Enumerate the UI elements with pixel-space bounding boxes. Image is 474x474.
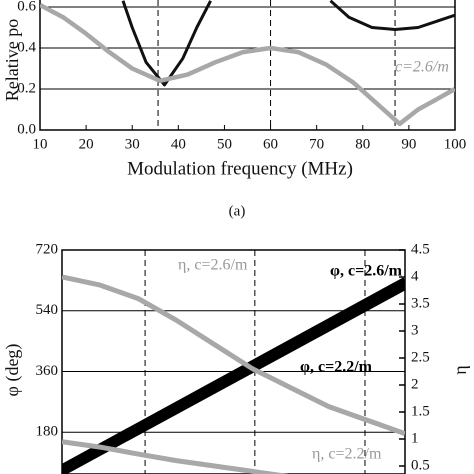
x-tick-label: 90 bbox=[401, 136, 416, 152]
series-line bbox=[62, 439, 289, 474]
x-tick-label: 20 bbox=[79, 136, 94, 152]
x-tick-label: 10 bbox=[33, 136, 48, 152]
y-tick-label: 0.0 bbox=[17, 121, 36, 137]
x-tick-label: 100 bbox=[444, 136, 467, 152]
series-line bbox=[62, 277, 405, 471]
y-tick-label: 720 bbox=[36, 241, 59, 257]
x-tick-label: 30 bbox=[125, 136, 140, 152]
series-group bbox=[62, 274, 405, 474]
y2-axis-label: η bbox=[450, 365, 470, 374]
y2-tick-label: 2 bbox=[411, 376, 419, 392]
x-tick-label: 50 bbox=[217, 136, 232, 152]
y2-tick-label: 4.5 bbox=[411, 241, 430, 257]
y2-tick-label: 1.5 bbox=[411, 403, 430, 419]
series-group bbox=[40, 0, 455, 127]
y-axis-label: φ (deg) bbox=[2, 344, 23, 397]
series-line bbox=[62, 274, 405, 436]
plot-frame bbox=[39, 0, 456, 131]
y-tick-label: 360 bbox=[36, 363, 59, 379]
y2-tick-label: 1 bbox=[411, 430, 419, 446]
series-line bbox=[62, 283, 405, 474]
y-axis-label: Relative po bbox=[2, 19, 22, 101]
series-label: φ, c=2.2/m bbox=[300, 359, 373, 376]
y-tick-label: 0.4 bbox=[17, 39, 36, 55]
y-tick-label: 180 bbox=[36, 424, 59, 440]
series-label: φ, c=2.6/m bbox=[330, 263, 403, 280]
y2-tick-label: 3.5 bbox=[411, 295, 430, 311]
y2-tick-label: 4 bbox=[411, 268, 419, 284]
y2-tick-label: 3 bbox=[411, 322, 419, 338]
y2-tick-label: 2.5 bbox=[411, 349, 430, 365]
y-tick-label: 0.2 bbox=[17, 80, 36, 96]
y-tick-label: 540 bbox=[36, 302, 59, 318]
series-line bbox=[40, 3, 455, 127]
x-tick-label: 60 bbox=[263, 136, 278, 152]
series-label: η, c=2.6/m bbox=[178, 257, 248, 274]
y-tick-label: 0.6 bbox=[17, 0, 36, 14]
series-line bbox=[121, 0, 455, 87]
x-axis-label: Modulation frequency (MHz) bbox=[127, 158, 353, 179]
x-tick-label: 40 bbox=[171, 136, 186, 152]
series-label: η, c=2.2/m bbox=[312, 446, 382, 463]
y2-tick-label: 0.5 bbox=[411, 457, 430, 473]
annotation: c=2.6/m bbox=[395, 59, 449, 76]
caption: (a) bbox=[229, 203, 246, 219]
x-tick-label: 70 bbox=[309, 136, 324, 152]
x-tick-label: 80 bbox=[355, 136, 370, 152]
